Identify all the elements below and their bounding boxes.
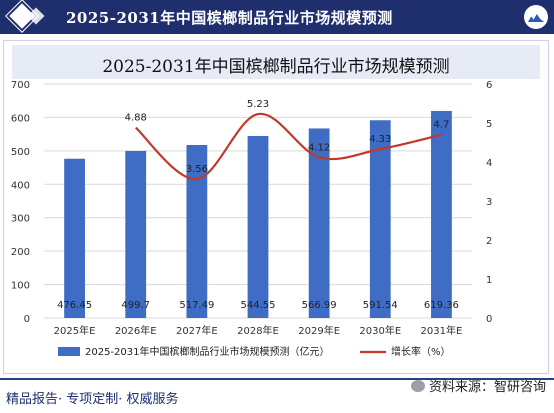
footer-source-text: 资料来源：智研咨询 <box>428 380 546 395</box>
bar <box>308 128 330 318</box>
x-tick-label: 2027年E <box>176 324 218 337</box>
x-tick-label: 2028年E <box>237 324 279 337</box>
bar-data-label: 476.45 <box>57 300 92 311</box>
bar <box>125 150 147 318</box>
line-data-label: 5.23 <box>247 99 269 110</box>
y-left-tick-label: 300 <box>11 214 30 225</box>
y-left-tick-label: 500 <box>11 147 30 158</box>
x-tick-label: 2030年E <box>359 324 401 337</box>
bar <box>369 120 391 319</box>
footer-tagline: 精品报告· 专项定制· 权威服务 <box>6 392 179 407</box>
chart-title-box: 2025-2031年中国槟榔制品行业市场规模预测 <box>12 45 540 79</box>
bar-data-label: 499.7 <box>121 300 150 311</box>
header-title: 2025-2031年中国槟榔制品行业市场规模预测 <box>66 9 393 27</box>
bar-data-label: 619.36 <box>424 300 459 311</box>
y-right-tick-label: 0 <box>486 314 492 325</box>
line-data-label: 3.56 <box>186 164 208 175</box>
y-right-tick-label: 1 <box>486 275 492 286</box>
y-left-tick-label: 100 <box>11 281 30 292</box>
line-data-label: 4.88 <box>125 113 147 124</box>
line-data-label: 4.7 <box>433 120 449 131</box>
bar-data-label: 517.49 <box>179 300 214 311</box>
bar <box>64 158 85 318</box>
line-data-label: 4.12 <box>308 142 330 153</box>
bar-data-label: 544.55 <box>241 300 276 311</box>
y-left-tick-label: 400 <box>11 180 30 191</box>
x-tick-label: 2025年E <box>54 324 96 337</box>
bar <box>186 145 208 318</box>
y-right-tick-label: 5 <box>486 119 492 130</box>
growth-rate-line <box>134 112 442 181</box>
y-right-tick-label: 6 <box>486 80 492 91</box>
wechat-icon <box>410 380 425 392</box>
y-left-tick-label: 200 <box>11 247 30 258</box>
y-left-tick-label: 600 <box>11 113 30 124</box>
legend-line-label: 增长率（%） <box>391 345 451 358</box>
brand-logo-icon <box>524 5 548 29</box>
legend-bar-swatch <box>58 347 80 356</box>
footer-source: 资料来源：智研咨询 <box>410 376 546 395</box>
y-right-tick-label: 2 <box>486 236 492 247</box>
y-left-tick-label: 700 <box>11 80 30 91</box>
x-tick-label: 2029年E <box>298 324 340 337</box>
y-right-tick-label: 3 <box>486 197 492 208</box>
legend-bar-label: 2025-2031年中国槟榔制品行业市场规模预测（亿元） <box>85 345 330 358</box>
y-left-tick-label: 0 <box>24 314 30 325</box>
bar-data-label: 591.54 <box>363 300 398 311</box>
chart-title: 2025-2031年中国槟榔制品行业市场规模预测 <box>102 57 450 77</box>
line-data-label: 4.33 <box>369 134 391 145</box>
bar <box>247 135 269 318</box>
x-tick-label: 2031年E <box>421 324 463 337</box>
footer-divider <box>0 378 554 380</box>
bar-data-label: 566.99 <box>302 300 337 311</box>
x-tick-label: 2026年E <box>115 324 157 337</box>
y-right-tick-label: 4 <box>486 158 492 169</box>
header-bar: 2025-2031年中国槟榔制品行业市场规模预测 <box>0 0 554 34</box>
bar <box>431 110 452 318</box>
